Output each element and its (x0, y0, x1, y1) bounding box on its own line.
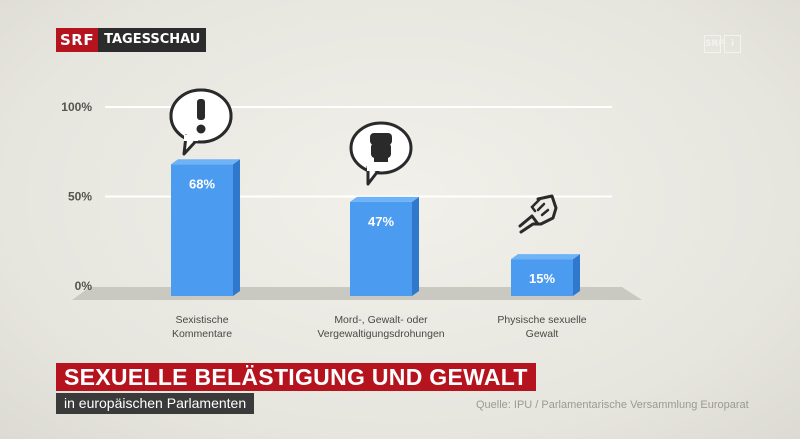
bar-side (573, 254, 580, 296)
bar-value-label: 15% (529, 271, 555, 286)
fist-speech-bubble-icon (349, 121, 413, 186)
bar-group: 15% (511, 254, 580, 296)
brand-label: SRF (56, 28, 99, 52)
bar-value-label: 68% (189, 176, 215, 191)
source-note: Quelle: IPU / Parlamentarische Versammlu… (476, 399, 749, 411)
y-tick-label: 100% (61, 100, 92, 114)
subheadline: in europäischen Parlamenten (56, 393, 255, 414)
bar (511, 259, 573, 296)
bar-top (350, 196, 419, 202)
y-tick-label: 0% (75, 279, 93, 293)
watermark-left: SRF (704, 35, 725, 53)
bar-group: 47% (350, 196, 419, 296)
srf-tagesschau-logo: SRF TAGESSCHAU (56, 28, 207, 52)
x-category-label: Mord-, Gewalt- oder (334, 314, 428, 326)
headline: SEXUELLE BELÄSTIGUNG UND GEWALT (56, 363, 536, 391)
bar-side (233, 159, 240, 296)
bar-top (171, 159, 240, 165)
watermark-right: i (724, 35, 741, 53)
channel-watermark: SRF i (704, 35, 741, 53)
x-category-label: Physische sexuelle (497, 314, 586, 326)
x-category-label: Gewalt (526, 328, 559, 340)
bar-group: 68% (171, 159, 240, 296)
bar-side (412, 196, 419, 296)
bar-value-label: 47% (368, 214, 394, 229)
show-label: TAGESSCHAU (98, 28, 207, 52)
y-tick-label: 50% (68, 190, 92, 204)
fist-punch-icon (518, 194, 558, 234)
bar-top (511, 254, 580, 260)
x-category-label: Vergewaltigungsdrohungen (317, 328, 444, 340)
bar (350, 201, 412, 296)
bar (171, 164, 233, 296)
exclamation-speech-bubble-icon (169, 88, 233, 156)
x-category-label: Sexistische (175, 314, 228, 326)
x-category-label: Kommentare (172, 328, 232, 340)
